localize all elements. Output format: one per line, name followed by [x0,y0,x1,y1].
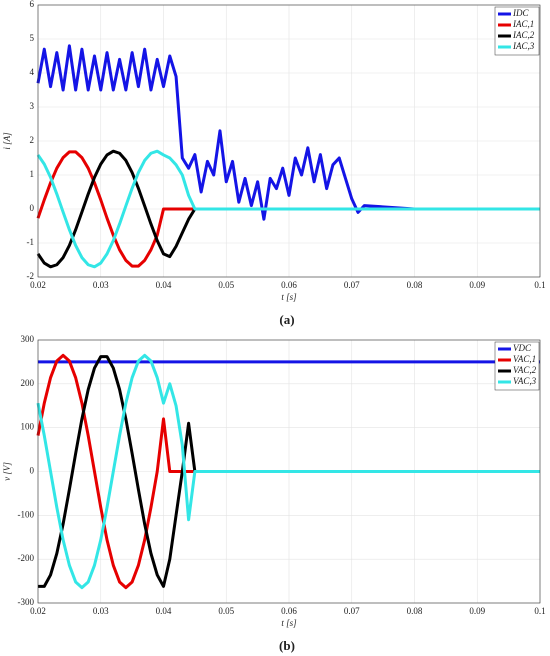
y-axis-label: v [V] [2,462,12,481]
y-tick-label: -300 [18,597,35,607]
y-axis-label: i [A] [2,132,12,150]
y-tick-label: 100 [21,422,35,432]
x-tick-label: 0.03 [93,606,109,616]
y-tick-label: 300 [21,334,35,344]
y-tick-label: 2 [30,135,35,145]
x-tick-label: 0.02 [30,606,46,616]
y-tick-label: -100 [18,509,35,519]
y-tick-label: 5 [30,33,35,43]
y-tick-label: -1 [27,237,35,247]
y-tick-label: 0 [30,203,35,213]
y-tick-label: 0 [30,466,35,476]
x-tick-label: 0.06 [281,280,297,290]
x-axis-label: t [s] [281,618,297,628]
x-tick-label: 0.08 [407,280,423,290]
legend-label: IAC,1 [512,19,534,29]
y-tick-label: 3 [30,101,35,111]
legend-label: IAC,2 [512,30,535,40]
legend-label: VAC,3 [513,376,537,386]
y-tick-label: -2 [27,271,35,281]
x-tick-label: 0.06 [281,606,297,616]
legend-label: VDC [513,343,532,353]
x-tick-label: 0.08 [407,606,423,616]
x-tick-label: 0.04 [156,606,172,616]
x-tick-label: 0.03 [93,280,109,290]
y-tick-label: -200 [18,553,35,563]
x-tick-label: 0.05 [218,280,234,290]
y-tick-label: 200 [21,378,35,388]
legend-label: VAC,1 [513,354,536,364]
series-line [36,149,540,269]
x-tick-label: 0.04 [156,280,172,290]
axes-frame [37,339,541,604]
series-line [36,44,540,221]
caption: (a) [279,312,294,327]
y-tick-label: 1 [30,169,35,179]
x-tick-label: 0.1 [534,280,545,290]
legend-label: VAC,2 [513,365,537,375]
y-tick-label: 4 [30,67,35,77]
series-line [36,353,540,590]
legend-label: IAC,3 [512,41,535,51]
caption: (b) [279,638,295,653]
axes-frame [37,4,541,278]
x-axis-label: t [s] [281,292,297,302]
x-tick-label: 0.05 [218,606,234,616]
x-tick-label: 0.07 [344,280,360,290]
x-tick-label: 0.07 [344,606,360,616]
x-tick-label: 0.09 [469,280,485,290]
x-tick-label: 0.1 [534,606,545,616]
x-tick-label: 0.02 [30,280,46,290]
legend-label: IDC [512,8,529,18]
x-tick-label: 0.09 [469,606,485,616]
y-tick-label: 6 [30,0,35,9]
